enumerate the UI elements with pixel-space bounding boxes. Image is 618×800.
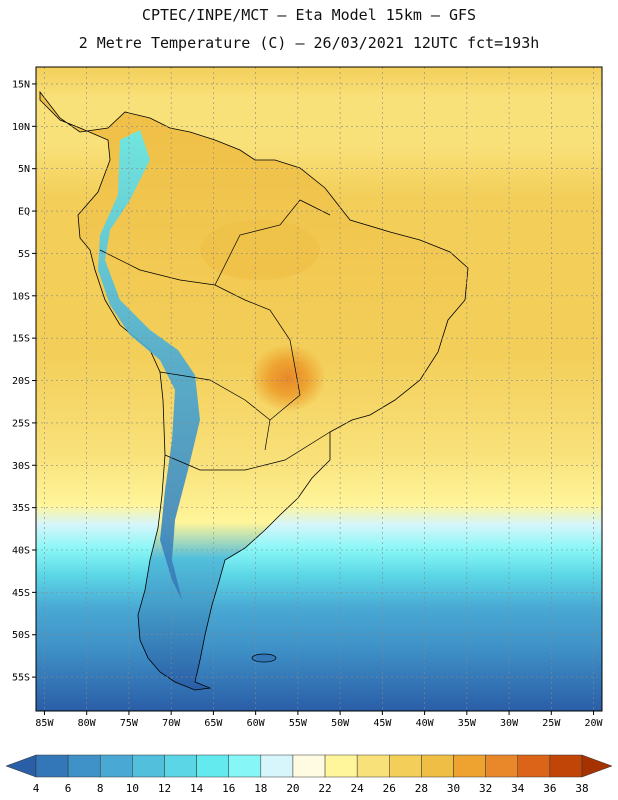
- colorbar-swatch: [99, 754, 133, 778]
- lon-label: 45W: [373, 718, 392, 729]
- lon-label: 65W: [204, 718, 223, 729]
- colorbar-swatch: [164, 754, 197, 778]
- colorbar-label: 8: [97, 782, 104, 795]
- lat-label: 20S: [12, 376, 30, 387]
- lon-label: 30W: [500, 718, 519, 729]
- lon-label: 85W: [35, 718, 54, 729]
- lat-label: 55S: [12, 673, 30, 684]
- andes-cold-band: [98, 130, 200, 600]
- colorbar-swatch: [517, 754, 551, 778]
- colorbar-label: 38: [575, 782, 588, 795]
- colorbar: 4 6 8 10 12 14 16 18 20 22 24 26 28 30 32 34 36 38: [5, 754, 613, 795]
- colorbar-label: 10: [126, 782, 139, 795]
- lat-label: 5S: [18, 249, 30, 260]
- colorbar-label: 26: [383, 782, 396, 795]
- lat-label: 25S: [12, 418, 30, 429]
- map-title: CPTEC/INPE/MCT – Eta Model 15km – GFS: [141, 6, 477, 24]
- colorbar-swatch: [485, 754, 519, 778]
- colorbar-label: 22: [318, 782, 331, 795]
- colorbar-swatch: [67, 754, 101, 778]
- colorbar-swatch: [228, 754, 262, 778]
- lat-label: 50S: [12, 630, 30, 641]
- colorbar-label: 34: [511, 782, 525, 795]
- lon-label: 60W: [247, 718, 266, 729]
- lat-label: EQ: [18, 207, 30, 218]
- lon-label: 75W: [120, 718, 139, 729]
- latitude-labels: 15N 10N 5N EQ 5S 10S 15S 20S 25S 30S 35S 40S 45S 50S 5…: [12, 79, 30, 683]
- lon-label: 40W: [416, 718, 435, 729]
- colorbar-label: 20: [286, 782, 299, 795]
- lat-label: 10S: [12, 291, 30, 302]
- colorbar-label: 18: [254, 782, 267, 795]
- lat-label: 15N: [12, 79, 30, 90]
- colorbar-label: 16: [222, 782, 235, 795]
- colorbar-label: 36: [543, 782, 556, 795]
- map-subtitle: 2 Metre Temperature (C) – 26/03/2021 12U…: [78, 34, 540, 52]
- colorbar-swatch: [421, 754, 454, 778]
- map-frame: [35, 66, 603, 712]
- lon-label: 50W: [331, 718, 350, 729]
- colorbar-label: 24: [351, 782, 365, 795]
- colorbar-swatch: [389, 754, 422, 778]
- lat-label: 5N: [18, 164, 30, 175]
- colorbar-arrow-low: [5, 754, 37, 778]
- falkland-islands: [251, 653, 277, 663]
- colorbar-swatch: [196, 754, 229, 778]
- lat-label: 45S: [12, 588, 30, 599]
- lon-label: 35W: [458, 718, 477, 729]
- colorbar-label: 6: [65, 782, 72, 795]
- colorbar-label: 28: [415, 782, 428, 795]
- lon-label: 80W: [78, 718, 97, 729]
- colorbar-label: 30: [447, 782, 460, 795]
- colorbar-swatch: [356, 754, 390, 778]
- colorbar-swatch: [324, 754, 358, 778]
- hotspot-pantanal: [250, 344, 326, 412]
- colorbar-label: 4: [33, 782, 40, 795]
- lat-label: 35S: [12, 503, 30, 514]
- colorbar-swatch: [132, 754, 165, 778]
- colorbar-arrow-high: [581, 754, 613, 778]
- colorbar-swatch: [292, 754, 326, 778]
- lon-label: 20W: [585, 718, 604, 729]
- warm-amazon: [200, 220, 320, 280]
- colorbar-swatch: [35, 754, 69, 778]
- country-borders: [99, 199, 331, 471]
- lat-label: 30S: [12, 461, 30, 472]
- lon-label: 55W: [289, 718, 308, 729]
- lon-label: 25W: [542, 718, 561, 729]
- longitude-labels: 85W 80W 75W 70W 65W 60W 55W 50W 45W 40W 35W 30W 25W 2…: [35, 718, 603, 729]
- colorbar-swatch: [453, 754, 486, 778]
- lat-label: 40S: [12, 546, 30, 557]
- colorbar-swatch: [549, 754, 583, 778]
- lat-label: 10N: [12, 122, 30, 133]
- colorbar-label: 32: [479, 782, 492, 795]
- colorbar-label: 14: [190, 782, 204, 795]
- colorbar-swatch: [260, 754, 294, 778]
- colorbar-label: 12: [158, 782, 171, 795]
- graticule: [32, 67, 602, 715]
- lon-label: 70W: [162, 718, 181, 729]
- lat-label: 15S: [12, 334, 30, 345]
